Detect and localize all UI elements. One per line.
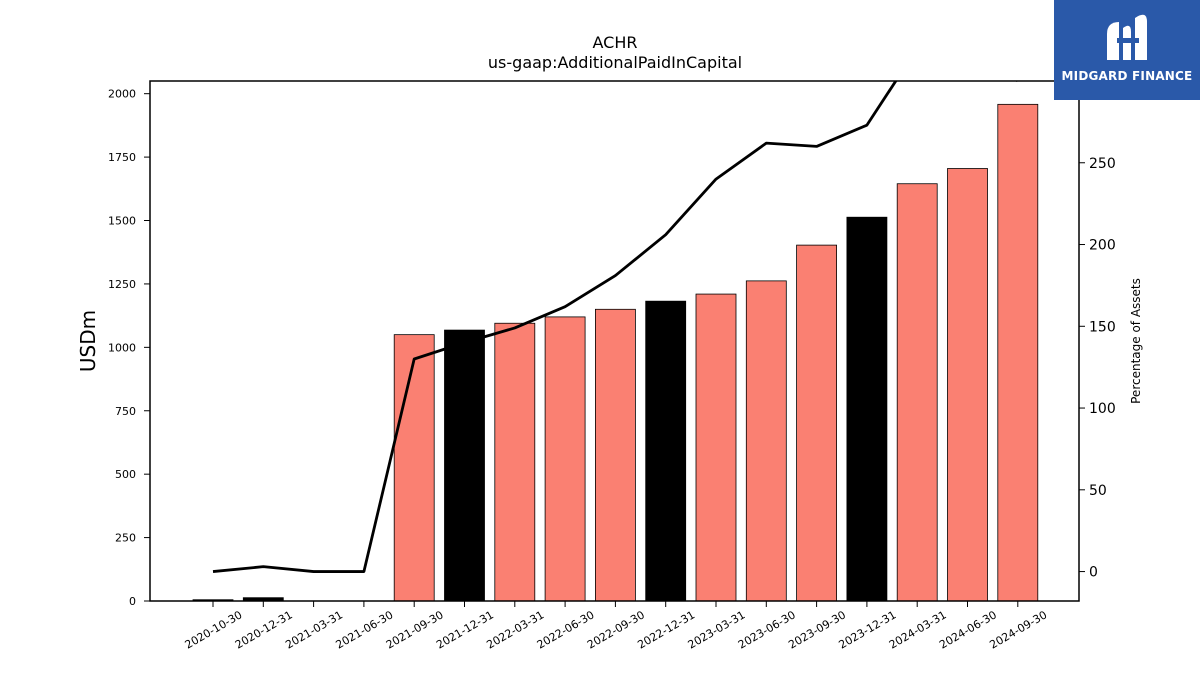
chart-title: ACHR (593, 33, 638, 52)
y-tick-label: 1250 (108, 278, 136, 291)
percentage-line (212, 81, 1018, 573)
line-group (212, 81, 1018, 573)
bar (444, 329, 485, 602)
logo-mark-icon (1107, 14, 1147, 61)
plot-frame (149, 80, 1080, 602)
bar (947, 168, 988, 602)
bar (846, 216, 888, 602)
y-tick-label: 750 (115, 405, 136, 418)
bar-group (192, 103, 1039, 602)
bar (997, 103, 1039, 602)
y2-tick-label: 150 (1089, 319, 1116, 335)
bar (695, 293, 737, 602)
y2-tick-label: 250 (1089, 156, 1116, 172)
left-axis: 0 250 500 750 1000 1250 1500 1750 2000 (108, 88, 150, 608)
y2-tick-label: 50 (1089, 483, 1107, 499)
bar (745, 280, 787, 602)
bar (393, 334, 435, 602)
bar (494, 322, 536, 602)
bar (595, 308, 636, 602)
y2-tick-label: 100 (1089, 401, 1116, 417)
right-axis: 0 50 100 150 200 250 (1079, 156, 1116, 581)
y-tick-label: 0 (129, 595, 136, 608)
bar (796, 244, 837, 602)
bar (645, 300, 687, 602)
midgard-finance-logo: MIDGARD FINANCE (1054, 0, 1200, 100)
y-tick-label: 500 (115, 468, 136, 481)
y-axis-label: USDm (76, 310, 100, 372)
y-tick-label: 2000 (108, 88, 136, 101)
chart-subtitle: us-gaap:AdditionalPaidInCapital (488, 53, 742, 72)
x-axis: 2020-10-302020-12-312021-03-312021-06-30… (183, 601, 1049, 652)
y-tick-label: 1750 (108, 151, 136, 164)
y-tick-label: 1500 (108, 215, 136, 228)
bar (544, 316, 586, 602)
y2-tick-label: 200 (1089, 238, 1116, 254)
y-tick-label: 1000 (108, 341, 136, 354)
y-tick-label: 250 (115, 532, 136, 545)
y2-tick-label: 0 (1089, 565, 1098, 581)
logo-text: MIDGARD FINANCE (1061, 69, 1193, 83)
y2-axis-label: Percentage of Assets (1129, 278, 1143, 404)
bar (896, 183, 938, 602)
x-tick-label: 2024-09-30 (987, 608, 1049, 651)
